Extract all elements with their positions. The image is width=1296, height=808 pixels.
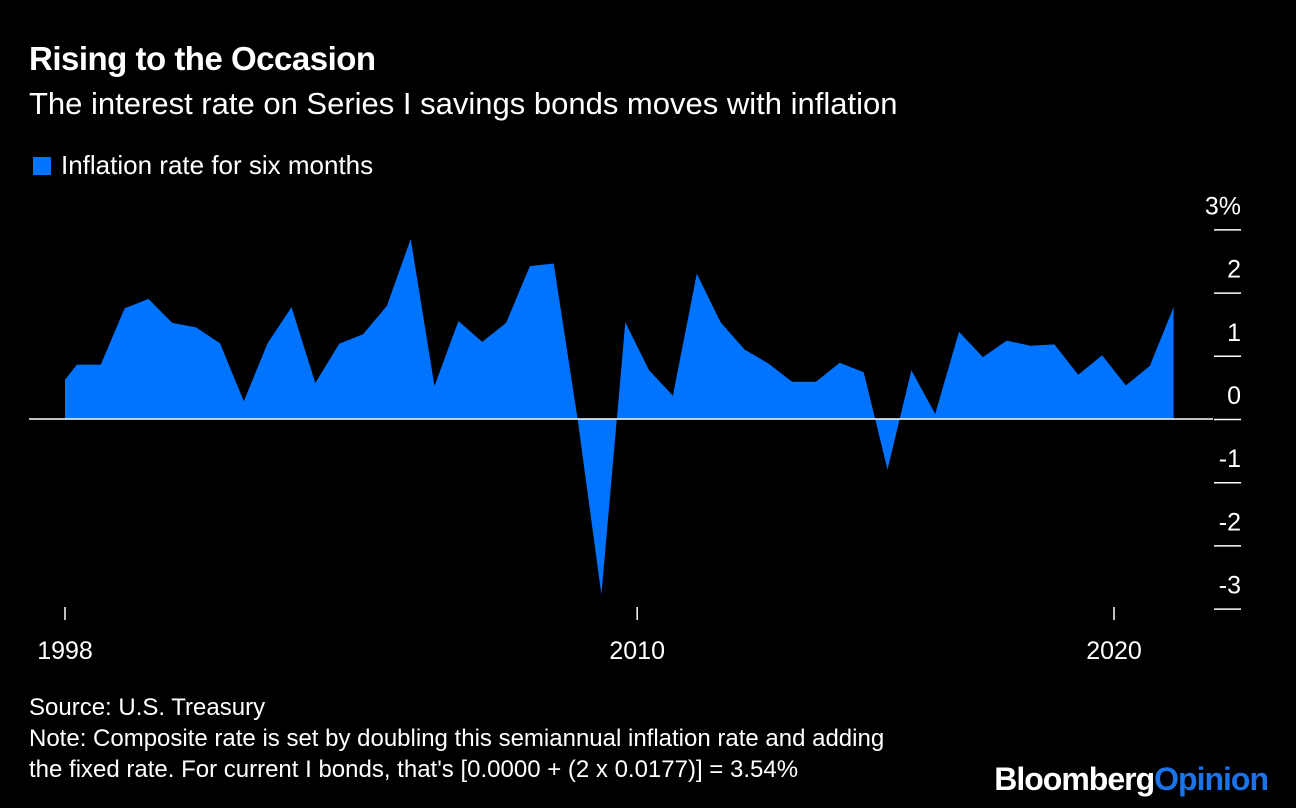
y-tick-label: -3 bbox=[1219, 572, 1241, 600]
chart-title: Rising to the Occasion bbox=[29, 40, 376, 77]
legend-label: Inflation rate for six months bbox=[61, 150, 374, 180]
x-tick-label: 1998 bbox=[37, 637, 93, 665]
y-tick-label: 1 bbox=[1227, 319, 1241, 347]
legend: Inflation rate for six months bbox=[33, 150, 373, 181]
y-tick-label: 2 bbox=[1227, 256, 1241, 284]
y-tick-label: 0 bbox=[1227, 382, 1241, 410]
legend-swatch bbox=[33, 156, 51, 175]
note-line-2: the fixed rate. For current I bonds, tha… bbox=[29, 756, 799, 783]
brand-name: Bloomberg bbox=[994, 761, 1155, 797]
y-tick-label: -2 bbox=[1219, 508, 1241, 536]
y-tick-label: 3% bbox=[1205, 192, 1241, 220]
area-layer bbox=[65, 238, 1174, 595]
x-tick-label: 2020 bbox=[1086, 637, 1142, 665]
source-note: Source: U.S. Treasury bbox=[29, 694, 266, 721]
series-area bbox=[65, 238, 1174, 595]
bloomberg-opinion-logo: BloombergOpinion bbox=[994, 761, 1269, 798]
brand-accent: Opinion bbox=[1154, 761, 1269, 797]
y-tick-label: -1 bbox=[1219, 445, 1241, 473]
chart-subtitle: The interest rate on Series I savings bo… bbox=[29, 86, 898, 121]
axis-layer: 3% 2 1 0 -1 -2 -3 1998 2010 2020 bbox=[29, 192, 1241, 665]
x-tick-label: 2010 bbox=[609, 637, 665, 665]
note-line-1: Note: Composite rate is set by doubling … bbox=[29, 725, 885, 752]
